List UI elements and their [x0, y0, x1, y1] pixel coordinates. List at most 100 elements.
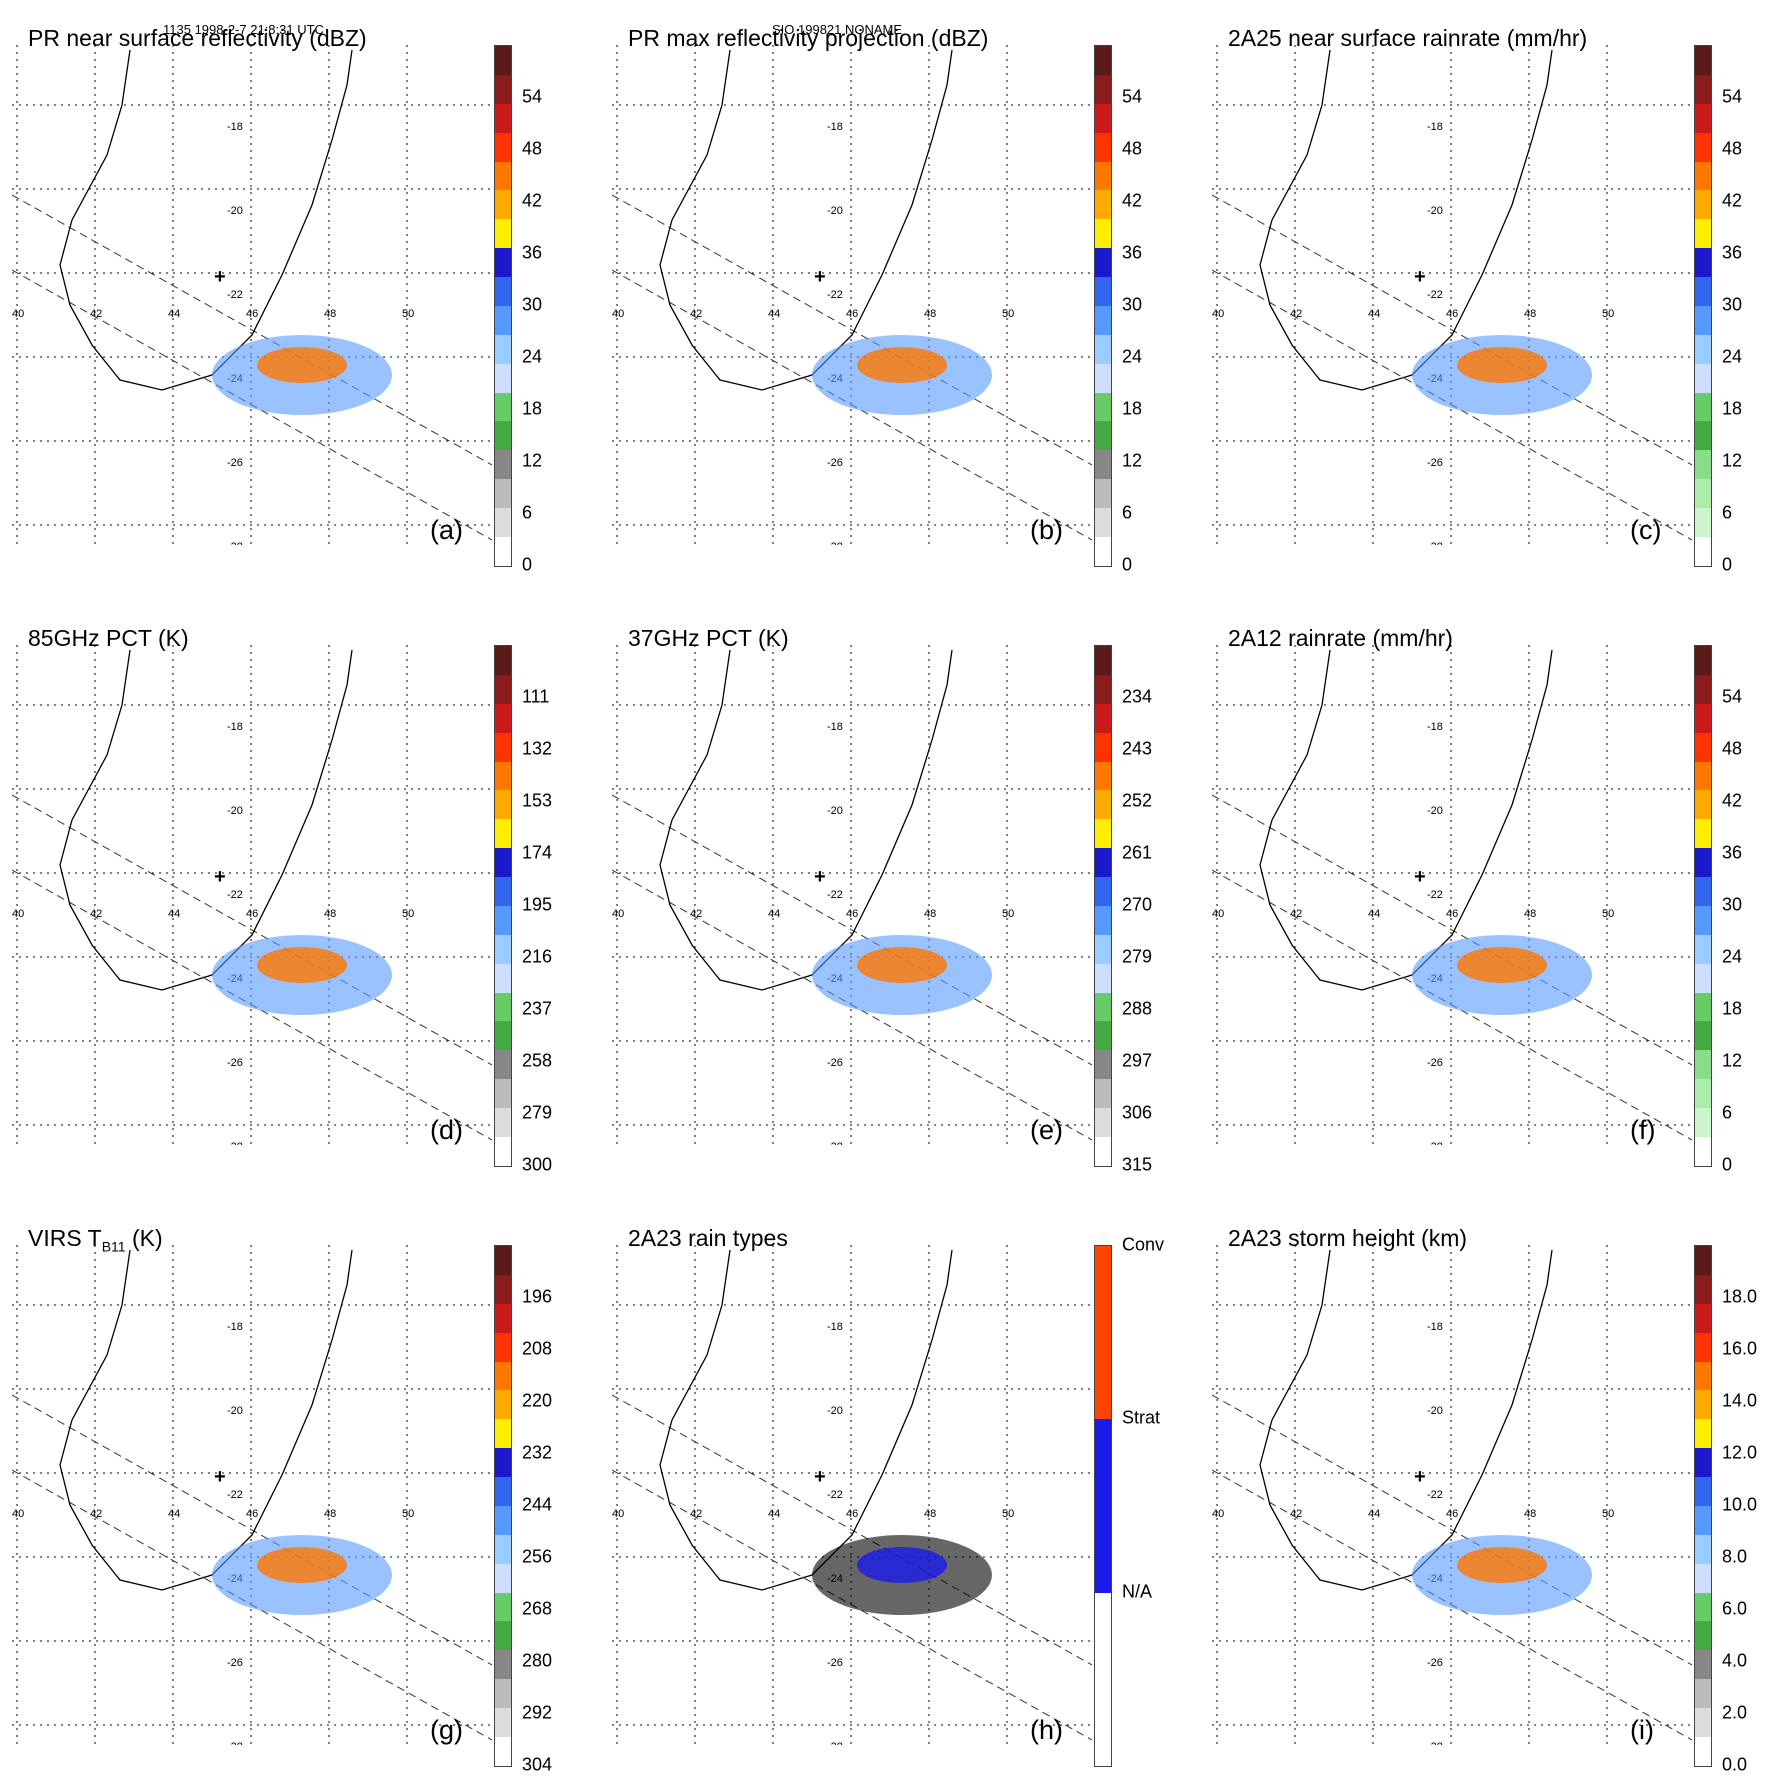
colorbar-tick: 24 — [522, 346, 543, 367]
lat-label: -22 — [827, 289, 843, 301]
storm-center-marker: + — [1414, 866, 1426, 888]
colorbar-swatch — [495, 703, 511, 733]
lon-label: 40 — [12, 308, 24, 320]
colorbar-swatch — [1695, 508, 1711, 537]
lon-label: 50 — [402, 908, 414, 920]
colorbar-tick: 300 — [522, 1154, 553, 1175]
coastline — [59, 649, 353, 991]
lon-label: 42 — [690, 1508, 702, 1520]
lon-label: 50 — [1602, 1508, 1614, 1520]
colorbar-tick: 243 — [1122, 738, 1153, 759]
colorbar-swatch — [1095, 1136, 1111, 1166]
lat-label: -26 — [227, 1657, 243, 1669]
colorbar-tick: 12 — [1722, 450, 1743, 471]
colorbar-tick: 268 — [522, 1598, 553, 1619]
coastline — [659, 1249, 953, 1591]
colorbar-tick: 18 — [522, 398, 543, 419]
lon-label: 50 — [402, 1508, 414, 1520]
lon-label: 50 — [1602, 908, 1614, 920]
colorbar-tick: 36 — [1122, 242, 1143, 263]
colorbar-swatch — [1095, 674, 1111, 704]
lon-label: 40 — [12, 1508, 24, 1520]
colorbar-tick: 18.0 — [1722, 1286, 1758, 1307]
lon-label: 44 — [768, 1508, 780, 1520]
colorbar-tick: 279 — [522, 1102, 553, 1123]
colorbar-swatch — [1695, 963, 1711, 993]
panel-d: 85GHz PCT (K)-18-20-22-24-26-28404244464… — [0, 615, 552, 1175]
lat-label: -20 — [827, 1405, 843, 1417]
lat-label: -26 — [1427, 457, 1443, 469]
lon-label: 44 — [168, 1508, 180, 1520]
colorbar-swatch — [495, 963, 511, 993]
colorbar-swatch — [1095, 1534, 1111, 1593]
panel-title: 2A23 storm height (km) — [1228, 1225, 1468, 1251]
lat-label: -22 — [1427, 1489, 1443, 1501]
colorbar-tick: 6 — [522, 502, 533, 523]
colorbar-tick: 48 — [1722, 138, 1743, 159]
lon-label: 44 — [1368, 308, 1380, 320]
colorbar-swatch — [1095, 877, 1111, 906]
colorbar-swatch — [1695, 421, 1711, 451]
colorbar-swatch — [1095, 1246, 1111, 1304]
colorbar-swatch — [1695, 1136, 1711, 1166]
colorbar-swatch — [495, 992, 511, 1022]
colorbar-swatch — [495, 1621, 511, 1651]
map-plot: -18-20-22-24-26-28404244464850+ — [612, 645, 1092, 1145]
colorbar-swatch — [1695, 761, 1711, 791]
colorbar-tick: 2.0 — [1722, 1702, 1748, 1723]
panel-a: PR near surface reflectivity (dBZ) -18 -20… — [0, 15, 542, 575]
colorbar-swatch — [1695, 877, 1711, 906]
colorbar-swatch — [1695, 1679, 1711, 1708]
lat-label: -28 — [1427, 1741, 1443, 1745]
colorbar-tick: 0 — [1722, 1154, 1733, 1175]
colorbar-swatch — [1695, 934, 1711, 964]
colorbar-tick: 12 — [1722, 1050, 1743, 1071]
colorbar-swatch — [1095, 963, 1111, 993]
lon-label: 42 — [690, 308, 702, 320]
colorbar-tick: 252 — [1122, 790, 1153, 811]
lat-label: -22 — [227, 1489, 243, 1501]
colorbar-swatch — [495, 248, 511, 277]
lat-label: -20 — [1427, 805, 1443, 817]
coastline — [1259, 649, 1553, 991]
lon-label: 42 — [90, 308, 102, 320]
lat-label: -22 — [227, 889, 243, 901]
colorbar-tick: N/A — [1122, 1581, 1153, 1602]
map-plot: -18-20-22-24-26-28404244464850+ — [612, 1245, 1092, 1745]
storm-center-marker: + — [214, 266, 226, 288]
colorbar-tick: 42 — [522, 190, 543, 211]
colorbar-swatch — [1095, 334, 1111, 364]
lat-label: -28 — [1427, 1141, 1443, 1145]
colorbar-swatch — [1095, 790, 1111, 820]
colorbar-swatch — [495, 508, 511, 537]
panel-title: 2A23 rain types — [628, 1225, 788, 1251]
colorbar — [1694, 1245, 1712, 1767]
colorbar-swatch — [1695, 277, 1711, 306]
colorbar-tick: 54 — [1122, 86, 1143, 107]
colorbar-swatch — [495, 1448, 511, 1477]
colorbar — [1094, 45, 1112, 567]
lat-label: -28 — [827, 1141, 843, 1145]
colorbar-swatch — [1095, 1079, 1111, 1108]
colorbar-tick: 54 — [1722, 86, 1743, 107]
colorbar-tick: 18 — [1122, 398, 1143, 419]
colorbar-swatch — [1695, 790, 1711, 820]
lon-label: 50 — [1002, 1508, 1014, 1520]
colorbar-swatch — [1695, 1534, 1711, 1564]
colorbar-swatch — [1695, 1736, 1711, 1766]
colorbar-swatch — [1695, 992, 1711, 1022]
colorbar-tick: 132 — [522, 738, 553, 759]
lat-label: -20 — [1427, 205, 1443, 217]
colorbar-swatch — [1695, 646, 1711, 675]
colorbar-swatch — [495, 934, 511, 964]
colorbar-swatch — [1095, 305, 1111, 335]
lon-label: 40 — [612, 308, 624, 320]
colorbar-tick: 54 — [522, 86, 543, 107]
colorbar-swatch — [495, 1477, 511, 1506]
colorbar-swatch — [1695, 674, 1711, 704]
lat-label: -20 — [227, 805, 243, 817]
colorbar-swatch — [1095, 46, 1111, 75]
lon-label: 44 — [768, 908, 780, 920]
lon-label: 44 — [1368, 908, 1380, 920]
lon-label: 46 — [846, 1508, 858, 1520]
